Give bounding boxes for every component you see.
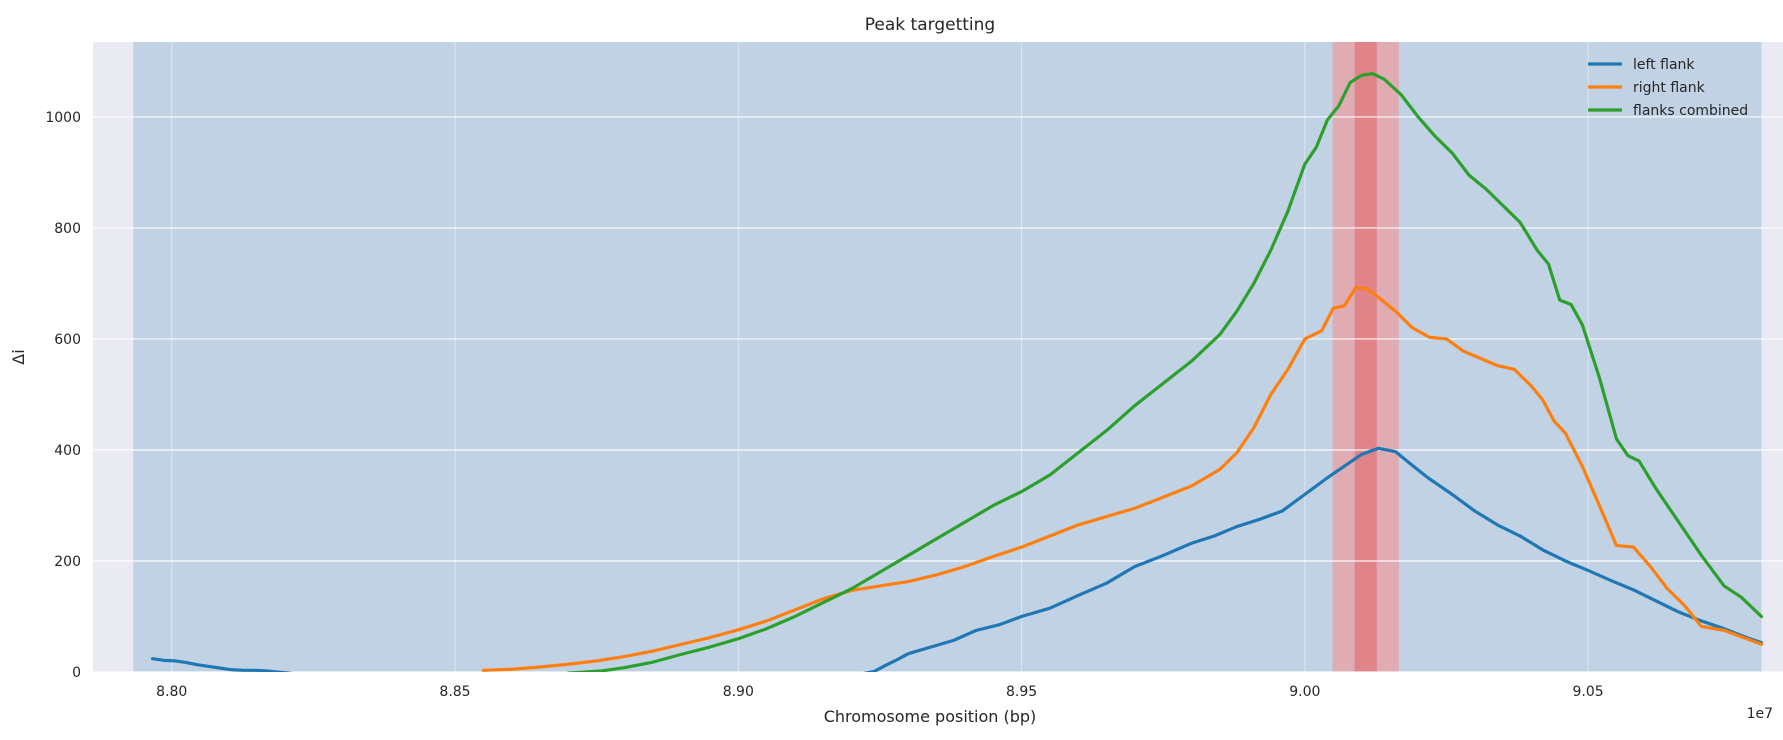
y-axis-ticks: 0 200 400 600 800 1000 [45,110,81,681]
legend-label-0: left flank [1633,57,1695,73]
x-tick-label-3: 8.95 [1006,684,1037,700]
shaded-region-2 [1354,42,1377,672]
x-axis-ticks: 8.80 8.85 8.90 8.95 9.00 9.05 [156,684,1604,700]
x-axis-offset-label: 1e7 [1747,706,1773,722]
series-lines [150,72,1764,672]
grid-lines [93,42,1783,673]
legend-label-1: right flank [1633,80,1706,96]
x-tick-label-5: 9.05 [1573,684,1604,700]
x-axis-label: Chromosome position (bp) [824,707,1037,726]
legend: left flank right flank flanks combined [1588,57,1748,119]
series-line-1 [481,285,1764,672]
chart-title: Peak targetting [865,15,995,35]
legend-label-2: flanks combined [1633,103,1748,119]
y-axis-label: Δi [9,349,28,364]
x-tick-label-4: 9.00 [1289,684,1320,700]
y-tick-label-3: 600 [54,332,81,348]
y-tick-label-1: 200 [54,554,81,570]
series-line-2 [567,72,1764,672]
x-tick-label-0: 8.80 [156,684,187,700]
y-tick-label-2: 400 [54,443,81,459]
shaded-regions [133,42,1762,672]
series-line-0 [150,446,1764,672]
y-tick-label-0: 0 [72,665,81,681]
shaded-region-0 [133,42,1762,672]
x-tick-label-1: 8.85 [439,684,470,700]
y-tick-label-4: 800 [54,221,81,237]
y-tick-label-5: 1000 [45,110,81,126]
x-tick-label-2: 8.90 [723,684,754,700]
